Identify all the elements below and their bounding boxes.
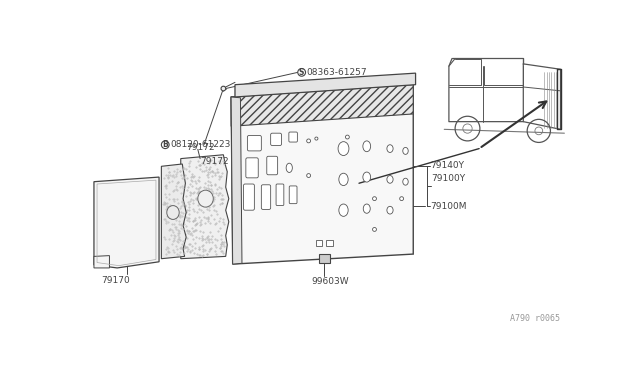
Ellipse shape — [198, 190, 213, 207]
FancyBboxPatch shape — [248, 135, 261, 151]
FancyBboxPatch shape — [276, 184, 284, 206]
Polygon shape — [231, 85, 413, 126]
Ellipse shape — [307, 139, 310, 143]
Ellipse shape — [364, 204, 370, 213]
Polygon shape — [94, 256, 109, 268]
Ellipse shape — [400, 197, 404, 201]
Ellipse shape — [387, 176, 393, 183]
Text: 79172: 79172 — [200, 157, 228, 166]
Bar — [316, 240, 322, 246]
Text: 79100M: 79100M — [430, 202, 467, 211]
Text: 08363-61257: 08363-61257 — [307, 68, 367, 77]
Ellipse shape — [167, 206, 179, 219]
Ellipse shape — [286, 163, 292, 173]
Text: A790 r0065: A790 r0065 — [511, 314, 561, 323]
Ellipse shape — [307, 174, 310, 177]
Ellipse shape — [387, 206, 393, 214]
Ellipse shape — [346, 135, 349, 139]
FancyBboxPatch shape — [246, 158, 259, 178]
Text: 79172: 79172 — [186, 142, 215, 151]
Ellipse shape — [363, 172, 371, 182]
FancyBboxPatch shape — [244, 184, 254, 210]
Ellipse shape — [372, 228, 376, 231]
Polygon shape — [231, 85, 413, 264]
Ellipse shape — [221, 86, 226, 91]
FancyBboxPatch shape — [261, 185, 271, 209]
Polygon shape — [161, 164, 186, 259]
Text: 79100Y: 79100Y — [431, 174, 465, 183]
Ellipse shape — [339, 204, 348, 217]
Ellipse shape — [372, 197, 376, 201]
Polygon shape — [180, 155, 229, 259]
Text: 99603W: 99603W — [312, 277, 349, 286]
FancyBboxPatch shape — [267, 156, 278, 175]
Polygon shape — [235, 73, 415, 97]
FancyBboxPatch shape — [271, 133, 282, 145]
Bar — [319, 254, 330, 263]
Ellipse shape — [403, 147, 408, 154]
Ellipse shape — [298, 68, 305, 76]
Text: 79170: 79170 — [102, 276, 131, 285]
Ellipse shape — [339, 173, 348, 186]
FancyBboxPatch shape — [289, 186, 297, 203]
Text: S: S — [299, 68, 305, 77]
Bar — [326, 240, 333, 246]
Ellipse shape — [363, 141, 371, 152]
Polygon shape — [231, 97, 242, 264]
Ellipse shape — [403, 178, 408, 185]
Ellipse shape — [161, 141, 169, 148]
Ellipse shape — [315, 137, 318, 140]
Polygon shape — [94, 177, 159, 268]
Text: 79140Y: 79140Y — [430, 161, 464, 170]
Text: B: B — [163, 140, 168, 149]
Ellipse shape — [338, 142, 349, 155]
Text: 08120-61223: 08120-61223 — [170, 140, 230, 149]
FancyBboxPatch shape — [289, 132, 298, 142]
Ellipse shape — [387, 145, 393, 153]
